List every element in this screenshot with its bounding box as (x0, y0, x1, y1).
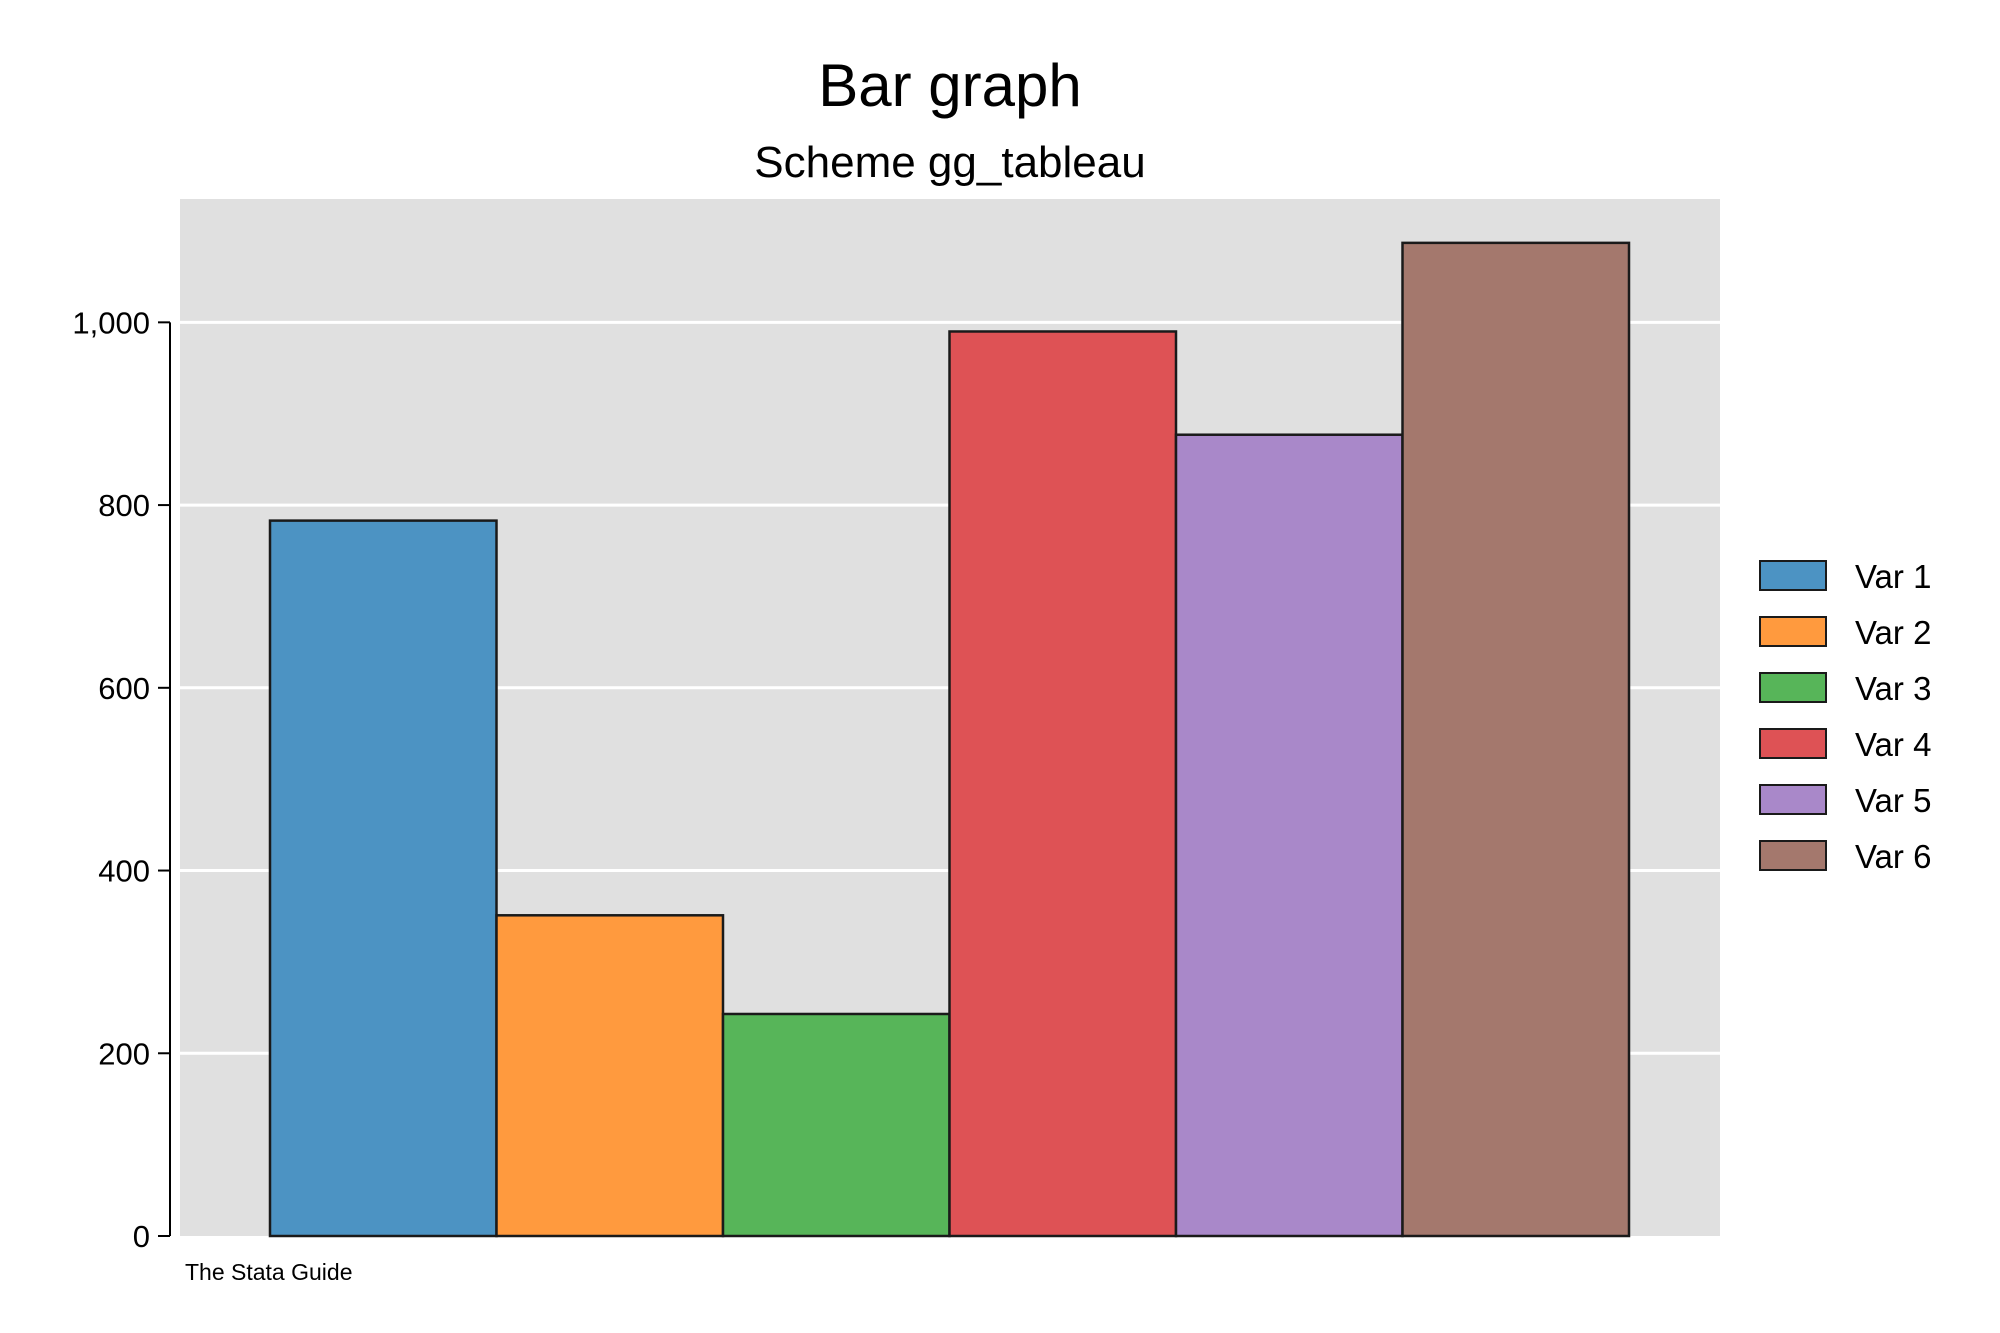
bar-6 (1401, 241, 1631, 1238)
legend-swatch-5 (1759, 784, 1827, 815)
legend-swatch-4 (1759, 728, 1827, 759)
legend-label-1: Var 1 (1855, 558, 1931, 595)
legend-label-6: Var 6 (1855, 838, 1931, 875)
legend-label-2: Var 2 (1855, 614, 1931, 651)
y-tick-label: 1,000 (72, 305, 150, 340)
legend: Var 1 Var 2 Var 3 Var 4 Var 5 Var 6 (1759, 558, 1931, 875)
chart-title: Bar graph (818, 52, 1082, 119)
bars (268, 241, 1631, 1238)
chart-note: The Stata Guide (185, 1259, 353, 1285)
y-tick-label: 400 (98, 854, 150, 889)
legend-label-5: Var 5 (1855, 782, 1931, 819)
bar-2 (495, 914, 725, 1238)
chart-subtitle: Scheme gg_tableau (754, 138, 1145, 187)
y-tick-label: 200 (98, 1036, 150, 1071)
y-tick-label: 600 (98, 671, 150, 706)
bar-1 (268, 519, 498, 1238)
legend-swatch-3 (1759, 672, 1827, 703)
y-axis: 0 200 400 600 800 1,000 (72, 305, 171, 1254)
legend-swatch-1 (1759, 560, 1827, 591)
legend-label-4: Var 4 (1855, 726, 1931, 763)
legend-swatch-2 (1759, 616, 1827, 647)
bar-4 (948, 330, 1178, 1238)
bar-3 (721, 1012, 951, 1238)
bar-5 (1174, 433, 1404, 1238)
y-tick-label: 800 (98, 488, 150, 523)
legend-label-3: Var 3 (1855, 670, 1931, 707)
legend-swatch-6 (1759, 840, 1827, 871)
y-tick-label: 0 (133, 1219, 150, 1254)
